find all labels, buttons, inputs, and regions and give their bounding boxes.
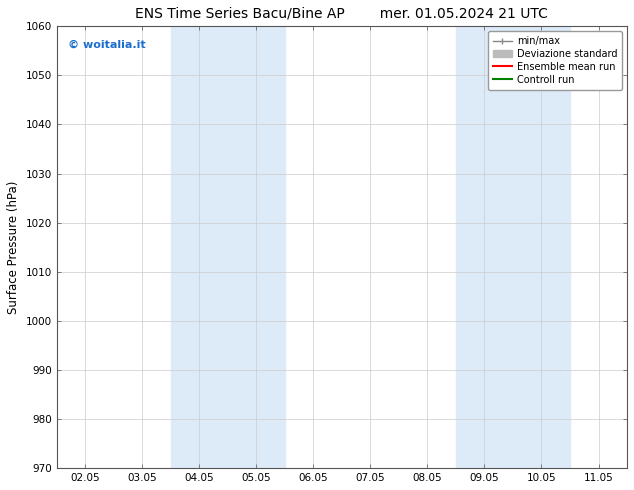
Text: © woitalia.it: © woitalia.it (68, 40, 146, 49)
Legend: min/max, Deviazione standard, Ensemble mean run, Controll run: min/max, Deviazione standard, Ensemble m… (488, 31, 622, 90)
Title: ENS Time Series Bacu/Bine AP        mer. 01.05.2024 21 UTC: ENS Time Series Bacu/Bine AP mer. 01.05.… (136, 7, 548, 21)
Bar (171, 26, 285, 468)
Y-axis label: Surface Pressure (hPa): Surface Pressure (hPa) (7, 180, 20, 314)
Bar (456, 26, 570, 468)
